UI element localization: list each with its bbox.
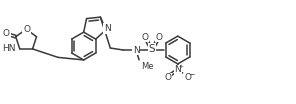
Text: O: O (23, 25, 30, 34)
Text: O: O (164, 73, 171, 82)
Text: O: O (141, 33, 149, 42)
Text: Me: Me (141, 62, 154, 71)
Text: O: O (184, 73, 191, 82)
Text: S: S (149, 44, 155, 54)
Text: O: O (3, 29, 10, 38)
Text: N: N (104, 24, 110, 33)
Text: HN: HN (2, 44, 16, 53)
Text: N: N (133, 46, 139, 54)
Text: −: − (189, 70, 195, 79)
Text: +: + (178, 64, 184, 69)
Text: O: O (155, 33, 163, 42)
Text: N: N (174, 65, 181, 74)
